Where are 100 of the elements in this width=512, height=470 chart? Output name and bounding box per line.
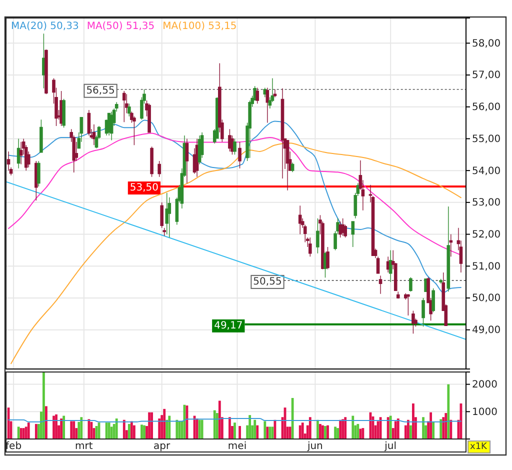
bar — [238, 426, 241, 439]
candlestick — [165, 192, 169, 235]
bar — [110, 426, 113, 439]
bar — [440, 419, 442, 439]
bar — [158, 418, 161, 439]
bar — [176, 420, 178, 439]
candlestick — [290, 162, 294, 173]
candlestick — [185, 138, 189, 184]
bar — [291, 398, 294, 439]
candlestick — [122, 90, 126, 123]
bar — [150, 412, 153, 439]
bar — [266, 426, 269, 439]
candlestick — [449, 234, 453, 257]
ref-line-label: 56,55 — [86, 85, 115, 96]
candlestick — [432, 288, 435, 313]
x-tick-label: apr — [154, 441, 172, 452]
bar — [148, 412, 150, 439]
y-tick-label: 58,00 — [472, 38, 501, 50]
bar — [115, 418, 118, 439]
candlestick — [298, 205, 302, 235]
bar — [122, 420, 126, 439]
bar — [301, 422, 304, 439]
bar — [168, 416, 171, 439]
bar — [128, 424, 130, 439]
bar — [163, 408, 166, 439]
x-tick-label: mrt — [75, 441, 93, 452]
bar — [271, 426, 274, 439]
text: MA(100) 53,15 — [162, 21, 237, 32]
candlestick — [388, 250, 392, 282]
candlestick — [409, 276, 412, 292]
bar — [178, 421, 181, 439]
candlestick — [160, 202, 164, 228]
bar — [308, 417, 312, 439]
bar — [254, 420, 256, 439]
ref-line-label: 49,17 — [214, 320, 243, 332]
bar — [198, 420, 201, 439]
candlestick — [439, 278, 443, 284]
x-tick-label: jun — [306, 441, 323, 452]
bar — [108, 422, 110, 439]
bar — [450, 420, 452, 439]
bar — [394, 421, 397, 439]
y-tick-label: 49,00 — [472, 325, 501, 336]
candlestick — [308, 237, 312, 257]
candlestick — [280, 88, 284, 179]
x-tick-label: jul — [384, 441, 397, 452]
candlestick — [446, 206, 450, 292]
y-tick-label: 53,00 — [472, 198, 501, 209]
candlestick — [286, 140, 290, 191]
bar — [264, 421, 266, 439]
bar — [256, 425, 259, 439]
text: MA(50) 51,35 — [86, 21, 155, 32]
bar — [432, 422, 435, 439]
bar — [339, 420, 342, 439]
y-tick-label: 50,00 — [472, 293, 501, 304]
bar — [386, 417, 390, 439]
bar — [444, 413, 448, 439]
candlestick — [238, 142, 242, 169]
candlestick — [273, 88, 277, 98]
bar — [140, 424, 143, 439]
bar — [322, 425, 324, 439]
bar — [352, 416, 354, 439]
candlestick — [256, 87, 260, 104]
candlestick — [168, 196, 172, 238]
candlestick — [92, 124, 96, 146]
bar — [406, 420, 410, 439]
bar — [218, 400, 221, 439]
ref-line-label: 53,50 — [130, 182, 159, 194]
candlestick — [422, 298, 425, 327]
bar — [442, 417, 445, 439]
candlestick — [266, 87, 270, 124]
bar — [132, 425, 136, 439]
bar — [410, 425, 412, 439]
candlestick — [148, 103, 151, 133]
bar — [216, 413, 218, 439]
candlestick — [128, 103, 131, 117]
y-tick-label: 55,00 — [472, 134, 501, 145]
y-tick-label: 1000 — [472, 406, 498, 418]
bar — [326, 425, 329, 439]
bar — [213, 410, 216, 439]
bar — [298, 425, 302, 439]
y-tick-label: 2000 — [472, 380, 498, 391]
bar — [228, 417, 231, 439]
bar — [344, 417, 347, 439]
bar — [389, 416, 392, 439]
bar — [356, 424, 360, 439]
x-tick-label: feb — [6, 441, 22, 452]
candlestick — [351, 221, 355, 248]
candlestick — [233, 138, 236, 155]
bar — [334, 426, 336, 439]
y-tick-label: 51,00 — [472, 261, 501, 272]
y-tick-label: 56,00 — [472, 102, 501, 114]
ref-line-label: 50,55 — [253, 276, 282, 288]
candlestick — [162, 228, 166, 236]
y-tick-label: 52,00 — [472, 229, 501, 240]
bar — [412, 403, 414, 439]
x-tick-label: mei — [228, 441, 247, 452]
bar — [362, 428, 364, 439]
bar — [268, 426, 272, 439]
bar — [143, 425, 146, 439]
bar — [422, 417, 424, 439]
